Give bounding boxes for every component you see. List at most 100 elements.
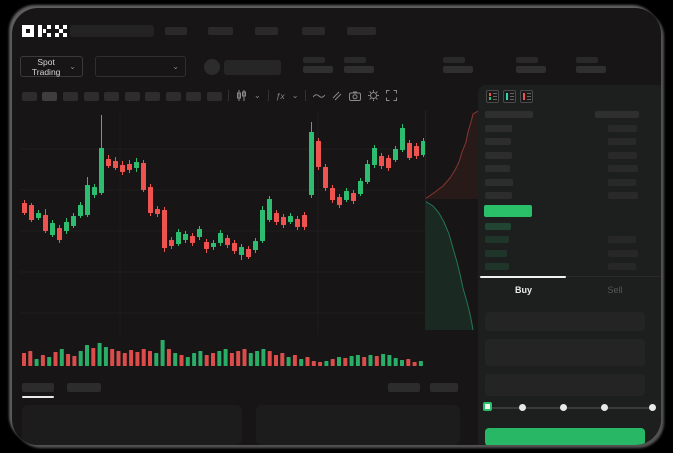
tab-sell[interactable]: Sell (607, 285, 623, 295)
ask-row[interactable] (478, 192, 661, 200)
amount-slider[interactable] (487, 407, 652, 409)
settings-gear-icon[interactable] (368, 89, 380, 102)
chevron-down-icon: ⌄ (69, 61, 76, 71)
ask-price-placeholder (485, 192, 512, 199)
bid-row[interactable] (478, 236, 661, 244)
slider-stop[interactable] (519, 404, 526, 411)
pair-name-placeholder (224, 60, 281, 75)
order-form-input[interactable] (485, 374, 645, 396)
nav-item[interactable] (347, 27, 376, 35)
wave-line-icon[interactable] (313, 89, 326, 102)
bid-price-placeholder (485, 223, 511, 230)
orderbook-combined-view-icon[interactable] (486, 90, 499, 103)
orderbook-asks-view-icon[interactable] (520, 90, 533, 103)
chart-toolbar: ⌄ ƒx ⌄ (228, 88, 398, 103)
bid-price-placeholder (485, 263, 509, 271)
interval-button[interactable] (125, 92, 140, 101)
active-tab-indicator (22, 396, 54, 398)
slider-stop[interactable] (649, 404, 656, 411)
bottom-tab[interactable] (388, 383, 420, 392)
bid-row[interactable] (478, 263, 661, 271)
interval-button[interactable] (63, 92, 78, 101)
last-price-badge (484, 205, 532, 217)
camera-icon[interactable] (349, 89, 362, 102)
toolbar-divider (267, 90, 269, 101)
ask-amount-placeholder (608, 151, 637, 159)
okx-logo[interactable] (22, 24, 68, 37)
stat-group (443, 57, 473, 74)
ask-amount-placeholder (608, 178, 636, 186)
orderbook-header (478, 111, 661, 119)
nav-item[interactable] (255, 27, 278, 35)
bottom-tab[interactable] (22, 383, 54, 392)
bid-amount-placeholder (608, 263, 636, 271)
candle-chart-icon[interactable] (236, 89, 247, 102)
trade-tabs: Buy Sell (478, 276, 661, 302)
order-book-panel: Buy Sell (478, 85, 661, 445)
buy-submit-button[interactable] (485, 428, 645, 445)
nav-item[interactable] (208, 27, 233, 35)
bottom-tab[interactable] (430, 383, 458, 392)
ask-price-placeholder (485, 138, 511, 146)
ask-price-placeholder (485, 165, 510, 173)
order-form-input[interactable] (485, 339, 645, 366)
bottom-tab[interactable] (67, 383, 101, 392)
bid-price-placeholder (485, 236, 509, 244)
ask-price-placeholder (485, 178, 513, 186)
chevron-down-icon[interactable]: ⌄ (254, 90, 261, 100)
orders-panel (22, 405, 242, 445)
stat-group (344, 57, 374, 74)
interval-button[interactable] (145, 92, 160, 101)
interval-button[interactable] (22, 92, 37, 101)
interval-button[interactable] (186, 92, 201, 101)
orderbook-header-label (595, 111, 639, 118)
tab-buy[interactable]: Buy (514, 285, 532, 295)
nav-item[interactable] (302, 27, 325, 35)
interval-button[interactable] (104, 92, 119, 101)
ask-row[interactable] (478, 165, 661, 173)
interval-button[interactable] (42, 92, 57, 101)
ask-amount-placeholder (608, 125, 637, 132)
ask-price-placeholder (485, 151, 512, 159)
orderbook-bids-view-icon[interactable] (503, 90, 516, 103)
buy-tab-indicator (480, 276, 566, 278)
nav-item[interactable] (165, 27, 187, 35)
orderbook-header-label (485, 111, 533, 118)
ask-amount-placeholder (608, 192, 638, 199)
market-type-dropdown[interactable]: Spot Trading ⌄ (20, 56, 83, 77)
interval-button[interactable] (166, 92, 181, 101)
order-form-input[interactable] (485, 312, 645, 331)
ask-row[interactable] (478, 125, 661, 133)
interval-button[interactable] (207, 92, 222, 101)
stat-group (516, 57, 546, 74)
chevron-down-icon: ⌄ (172, 61, 179, 71)
volume-bars (22, 340, 423, 366)
slider-stop[interactable] (483, 402, 492, 411)
interval-button[interactable] (84, 92, 99, 101)
stat-group (576, 57, 606, 74)
depth-overlay (425, 110, 480, 330)
search-input[interactable] (70, 25, 154, 37)
bid-amount-placeholder (608, 249, 638, 257)
ask-row[interactable] (478, 178, 661, 187)
history-panel (256, 405, 460, 445)
coin-icon (204, 59, 220, 75)
fx-indicators-icon[interactable]: ƒx (275, 90, 285, 101)
ask-row[interactable] (478, 151, 661, 160)
draw-layers-icon[interactable] (332, 89, 342, 102)
pair-selector-dropdown[interactable]: ⌄ (95, 56, 186, 77)
slider-stop[interactable] (560, 404, 567, 411)
app-window: Spot Trading ⌄ ⌄ ⌄ ƒx ⌄ (12, 8, 661, 445)
bid-row[interactable] (478, 223, 661, 231)
chevron-down-icon[interactable]: ⌄ (291, 90, 299, 100)
toolbar-divider (228, 90, 229, 101)
market-type-label: Spot Trading (31, 56, 61, 77)
ask-amount-placeholder (608, 138, 636, 146)
fullscreen-icon[interactable] (386, 89, 398, 102)
candlestick-chart[interactable] (20, 110, 425, 335)
ask-amount-placeholder (608, 165, 638, 173)
slider-stop[interactable] (601, 404, 608, 411)
ask-row[interactable] (478, 138, 661, 146)
bid-row[interactable] (478, 249, 661, 258)
ask-price-placeholder (485, 125, 512, 132)
